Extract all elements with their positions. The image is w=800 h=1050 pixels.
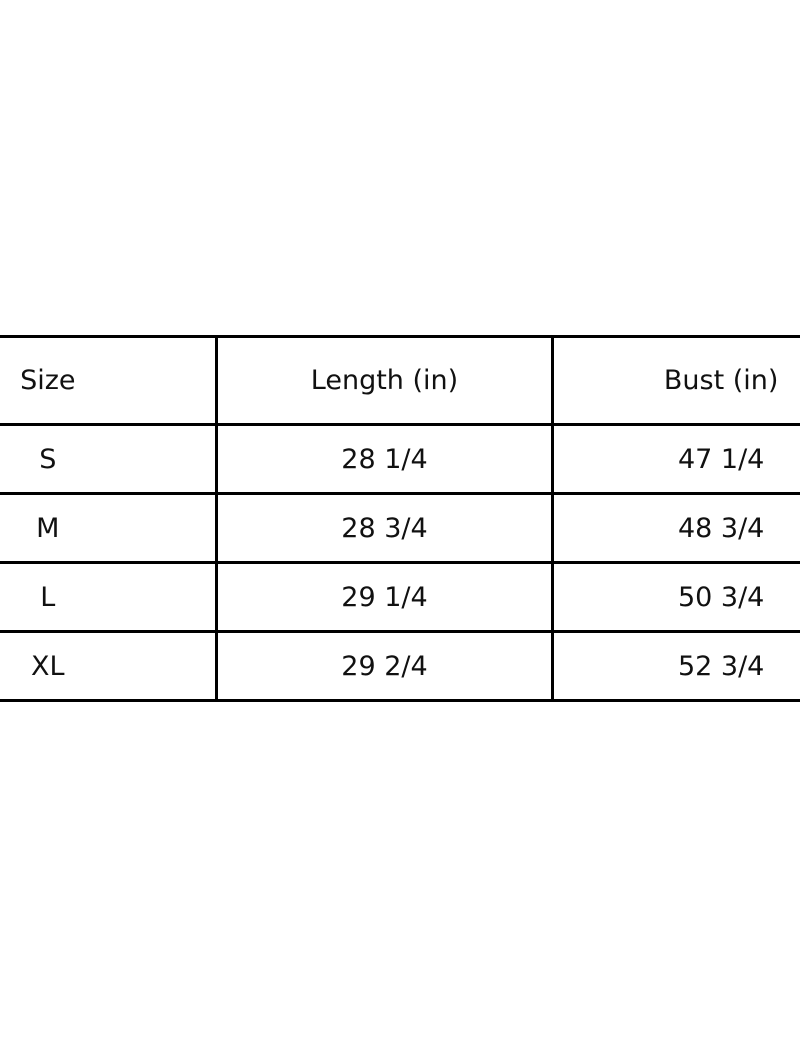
table-row-l: L 29 1/4 50 3/4 <box>0 561 800 633</box>
header-cell-length: Length (in) <box>214 335 555 426</box>
table-row-m: M 28 3/4 48 3/4 <box>0 492 800 564</box>
length-cell: 28 1/4 <box>214 423 555 495</box>
length-cell: 29 1/4 <box>214 561 555 633</box>
length-cell: 28 3/4 <box>214 492 555 564</box>
size-chart: Size Length (in) Bust (in) S 28 1/4 47 1… <box>0 335 800 702</box>
size-cell: M <box>0 492 218 564</box>
size-cell: L <box>0 561 218 633</box>
size-chart-table: Size Length (in) Bust (in) S 28 1/4 47 1… <box>0 335 800 702</box>
size-cell: XL <box>0 630 218 702</box>
table-row-xl: XL 29 2/4 52 3/4 <box>0 630 800 702</box>
bust-cell: 47 1/4 <box>551 423 800 495</box>
bust-cell: 52 3/4 <box>551 630 800 702</box>
header-cell-size: Size <box>0 335 218 426</box>
bust-cell: 48 3/4 <box>551 492 800 564</box>
header-cell-bust: Bust (in) <box>551 335 800 426</box>
size-cell: S <box>0 423 218 495</box>
bust-cell: 50 3/4 <box>551 561 800 633</box>
header-row: Size Length (in) Bust (in) <box>0 335 800 426</box>
length-cell: 29 2/4 <box>214 630 555 702</box>
table-row-s: S 28 1/4 47 1/4 <box>0 423 800 495</box>
